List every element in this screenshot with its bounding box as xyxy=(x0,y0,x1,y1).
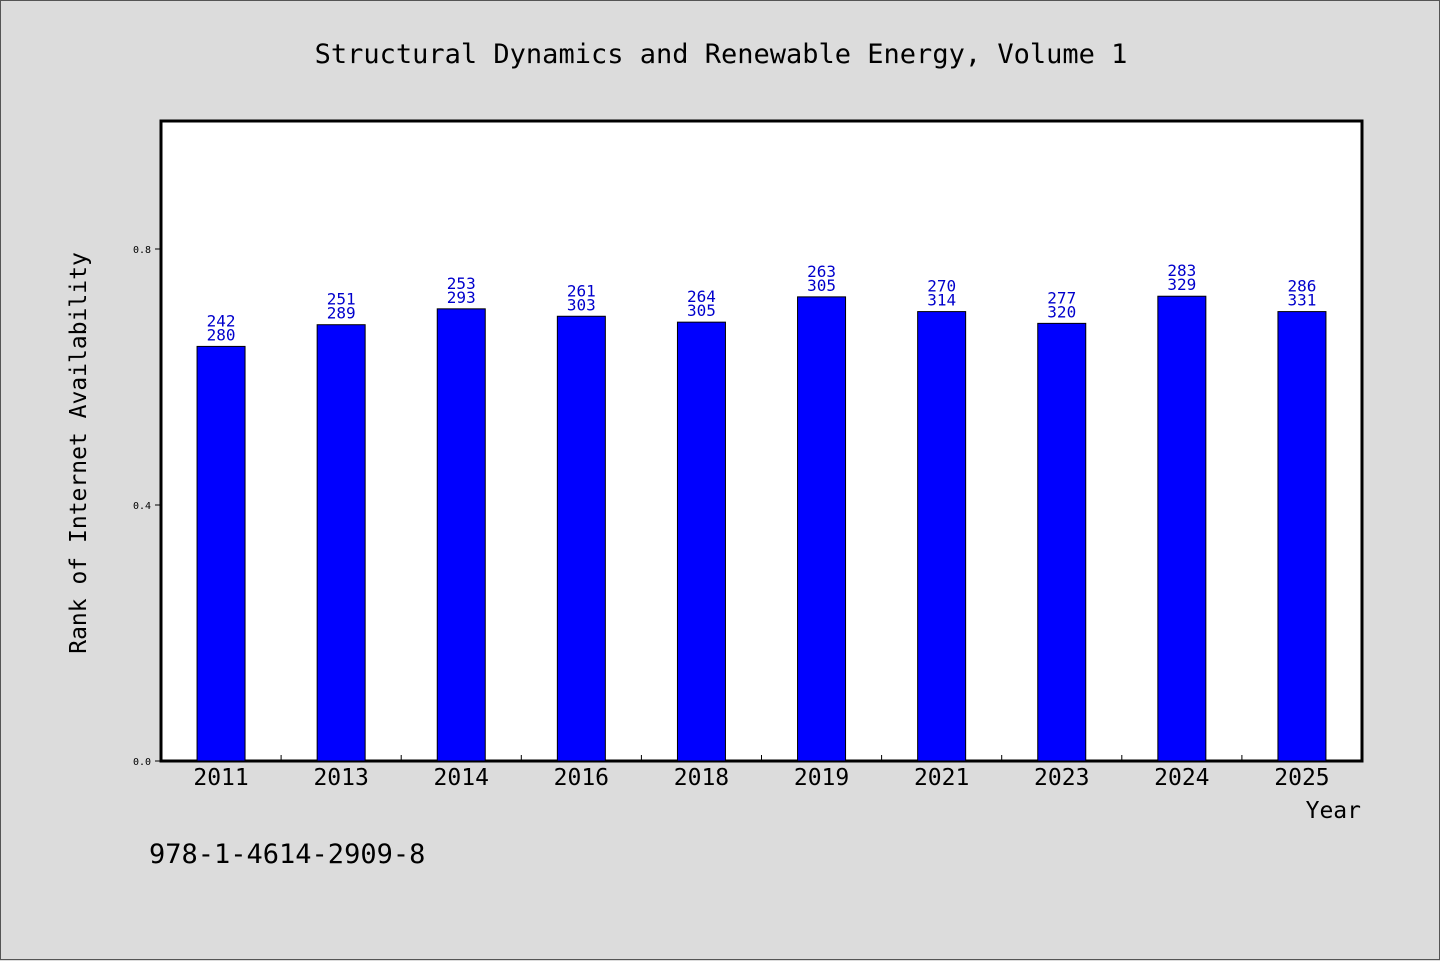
x-tick-label: 2019 xyxy=(794,765,849,791)
x-tick-label: 2016 xyxy=(554,765,609,791)
bars xyxy=(196,295,1327,762)
y-tick-label: 0.4 xyxy=(133,501,151,512)
bar-2024 xyxy=(1157,295,1207,762)
y-axis-label: Rank of Internet Availability xyxy=(66,252,92,654)
bar-label-top: 242 xyxy=(207,311,236,330)
bar-label-top: 270 xyxy=(927,277,956,296)
x-tick-label: 2011 xyxy=(193,765,248,791)
x-tick-label: 2024 xyxy=(1154,765,1209,791)
y-axis-ticks: 0.0 0.4 0.8 xyxy=(133,245,161,768)
x-tick-label: 2013 xyxy=(313,765,368,791)
y-tick-label: 0.0 xyxy=(133,757,151,768)
bar-label-bottom: 280 xyxy=(207,325,236,344)
y-tick-label: 0.8 xyxy=(133,245,151,256)
bar-label-bottom: 305 xyxy=(807,276,836,295)
x-tick-label: 2023 xyxy=(1034,765,1089,791)
chart-title: Structural Dynamics and Renewable Energy… xyxy=(315,39,1128,70)
bar-label-bottom: 289 xyxy=(327,304,356,323)
bar-label-top: 251 xyxy=(327,290,356,309)
x-tick-label: 2021 xyxy=(914,765,969,791)
bar-label-top: 263 xyxy=(807,262,836,281)
bar-label-top: 283 xyxy=(1167,261,1196,280)
bar-2018 xyxy=(676,321,726,762)
bar-2011 xyxy=(196,345,246,762)
x-tick-label: 2025 xyxy=(1274,765,1329,791)
x-tick-label: 2014 xyxy=(434,765,489,791)
x-tick-label: 2018 xyxy=(674,765,729,791)
bar-2013 xyxy=(316,324,366,762)
bar-2021 xyxy=(917,311,967,762)
bar-label-bottom: 314 xyxy=(927,291,956,310)
bar-label-top: 253 xyxy=(447,274,476,293)
bar-label-top: 277 xyxy=(1047,288,1076,307)
bar-label-bottom: 305 xyxy=(687,301,716,320)
x-axis-label: Year xyxy=(1306,798,1361,824)
bar-label-top: 261 xyxy=(567,281,596,300)
bar-label-bottom: 329 xyxy=(1167,275,1196,294)
bar-2019 xyxy=(797,296,847,762)
bar-label-bottom: 293 xyxy=(447,288,476,307)
x-axis-ticks: 2011 2013 2014 2016 2018 2019 2021 2023 2024 2025 xyxy=(193,755,1330,791)
bar-label-bottom: 320 xyxy=(1047,302,1076,321)
bar-2025 xyxy=(1277,311,1327,762)
bar-label-top: 264 xyxy=(687,287,716,306)
bar-2023 xyxy=(1037,322,1087,762)
bar-2016 xyxy=(556,315,606,762)
bar-2014 xyxy=(436,308,486,762)
bar-label-top: 286 xyxy=(1287,277,1316,296)
isbn-label: 978-1-4614-2909-8 xyxy=(149,839,425,870)
bar-label-bottom: 331 xyxy=(1287,291,1316,310)
bar-label-bottom: 303 xyxy=(567,295,596,314)
